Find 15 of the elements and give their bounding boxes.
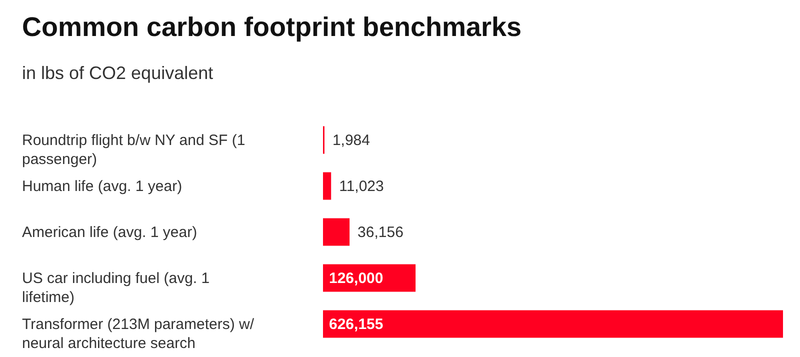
bar [323, 218, 350, 246]
y-tick-label: American life (avg. 1 year) [22, 224, 198, 241]
bar [323, 172, 332, 200]
text: in lbs of CO2 equivalent [22, 63, 214, 83]
data-label: 626,155 [329, 316, 384, 333]
y-tick-label: Roundtrip flight b/w NY and SF (1 passenger) [22, 132, 246, 168]
y-tick-label: US car including fuel (avg. 1 lifetime) [22, 270, 210, 306]
bar [323, 310, 783, 338]
chart-title: Common carbon footprint benchmarks [22, 12, 522, 42]
data-label: 1,984 [332, 132, 370, 149]
data-label: 11,023 [339, 178, 384, 195]
data-label: 36,156 [358, 224, 404, 241]
y-tick-label: Human life (avg. 1 year) [22, 178, 182, 195]
y-tick-label: Transformer (213M parameters) w/ neural architecture search [22, 316, 255, 352]
data-label: 126,000 [329, 270, 384, 287]
